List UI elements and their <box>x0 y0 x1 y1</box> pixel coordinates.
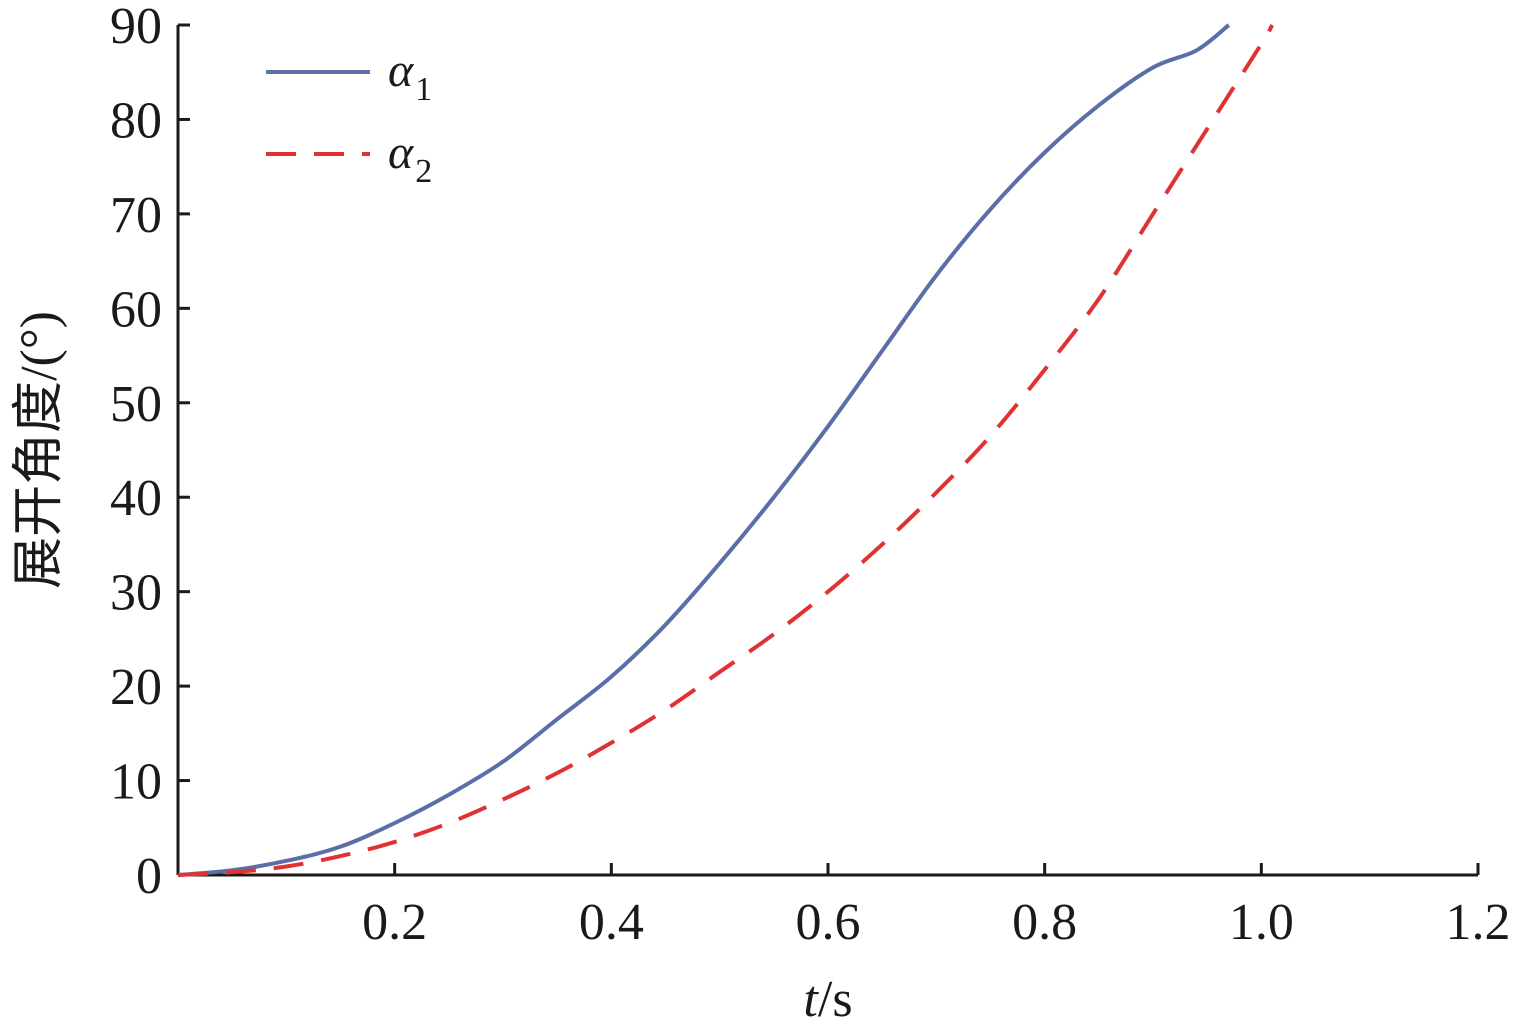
legend-label-2: α2 <box>388 126 432 190</box>
y-tick-label: 90 <box>110 0 162 55</box>
y-tick-label: 20 <box>110 659 162 716</box>
x-axis-title-var: t <box>803 971 819 1022</box>
y-tick-label: 10 <box>110 754 162 811</box>
x-tick-label: 1.2 <box>1446 894 1511 951</box>
y-tick-label: 80 <box>110 92 162 149</box>
x-tick-label: 1.0 <box>1229 894 1294 951</box>
y-tick-label: 40 <box>110 470 162 527</box>
x-tick-label: 0.2 <box>362 894 427 951</box>
x-tick-label: 0.4 <box>579 894 644 951</box>
y-ticks: 0 10 20 30 40 50 60 70 80 90 <box>110 0 190 905</box>
y-tick-label: 50 <box>110 376 162 433</box>
x-tick-label: 0.8 <box>1012 894 1077 951</box>
series-line-2 <box>177 24 1274 877</box>
x-axis-title-unit: /s <box>818 971 853 1022</box>
y-tick-label: 60 <box>110 281 162 338</box>
legend-label-1: α1 <box>388 44 432 108</box>
axes: 0.2 0.4 0.6 0.8 1.0 1.2 0 10 20 30 40 50 60 70 80 90 <box>110 0 1511 951</box>
series-line-1 <box>177 23 1231 877</box>
y-tick-label: 0 <box>136 848 162 905</box>
x-axis-title: t/s <box>803 971 852 1022</box>
y-tick-label: 30 <box>110 565 162 622</box>
y-axis-title: 展开角度/(°) <box>11 311 68 589</box>
x-ticks: 0.2 0.4 0.6 0.8 1.0 1.2 <box>362 863 1511 951</box>
y-tick-label: 70 <box>110 187 162 244</box>
x-tick-label: 0.6 <box>796 894 861 951</box>
series-layer <box>177 23 1274 877</box>
